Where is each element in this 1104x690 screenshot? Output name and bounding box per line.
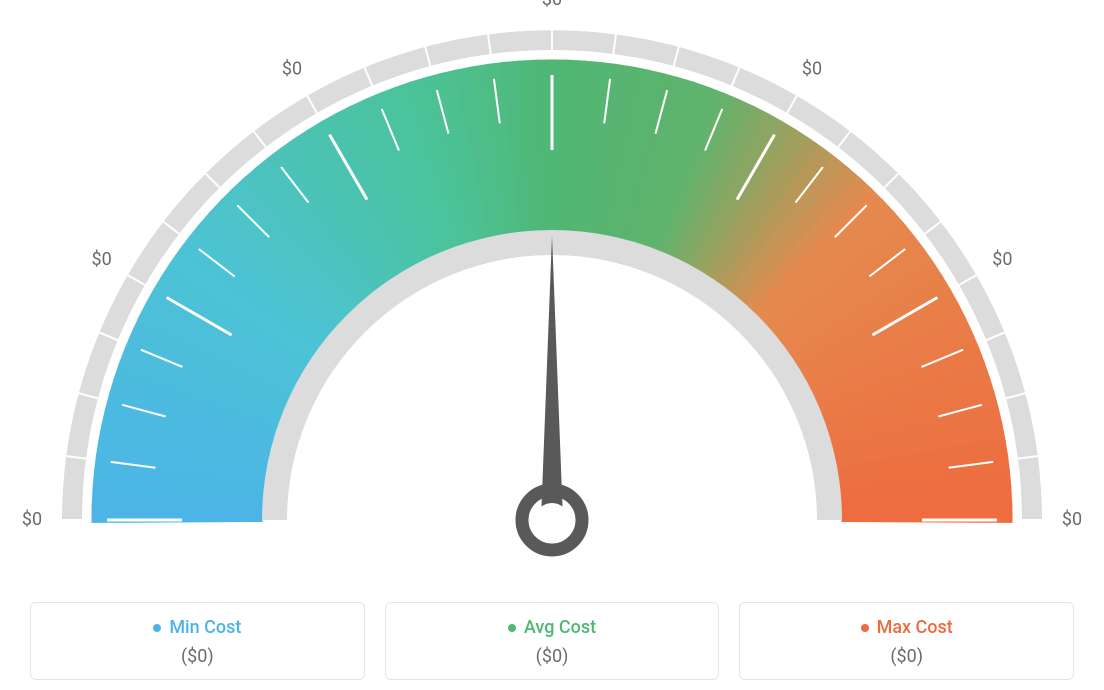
- legend-value-avg: ($0): [396, 646, 709, 667]
- legend-dot-avg: [508, 624, 516, 632]
- legend-value-max: ($0): [750, 646, 1063, 667]
- legend-card-avg: Avg Cost ($0): [385, 602, 720, 680]
- legend-card-min: Min Cost ($0): [30, 602, 365, 680]
- legend-dot-min: [153, 624, 161, 632]
- gauge-needle: [541, 235, 563, 520]
- gauge-svg: $0 $0 $0 $0 $0 $0 $0: [0, 0, 1104, 580]
- legend-label-max: Max Cost: [877, 617, 953, 638]
- legend-label-avg: Avg Cost: [524, 617, 596, 638]
- legend-card-max: Max Cost ($0): [739, 602, 1074, 680]
- legend-title-avg: Avg Cost: [396, 617, 709, 638]
- gauge-tick-label: $0: [22, 509, 42, 530]
- legend-title-min: Min Cost: [41, 617, 354, 638]
- gauge-tick-label: $0: [802, 58, 822, 79]
- legend-row: Min Cost ($0) Avg Cost ($0) Max Cost ($0…: [30, 602, 1074, 680]
- legend-value-min: ($0): [41, 646, 354, 667]
- legend-label-min: Min Cost: [169, 617, 241, 638]
- gauge-tick-label: $0: [1062, 509, 1082, 530]
- legend-dot-max: [861, 624, 869, 632]
- gauge-cost-widget: $0 $0 $0 $0 $0 $0 $0 Min Cost ($0) Avg Cost ($…: [0, 0, 1104, 690]
- legend-title-max: Max Cost: [750, 617, 1063, 638]
- gauge-area: $0 $0 $0 $0 $0 $0 $0: [0, 0, 1104, 580]
- gauge-tick-label: $0: [992, 249, 1012, 270]
- gauge-tick-label: $0: [282, 58, 302, 79]
- gauge-tick-label: $0: [92, 249, 112, 270]
- gauge-tick-label: $0: [542, 0, 562, 10]
